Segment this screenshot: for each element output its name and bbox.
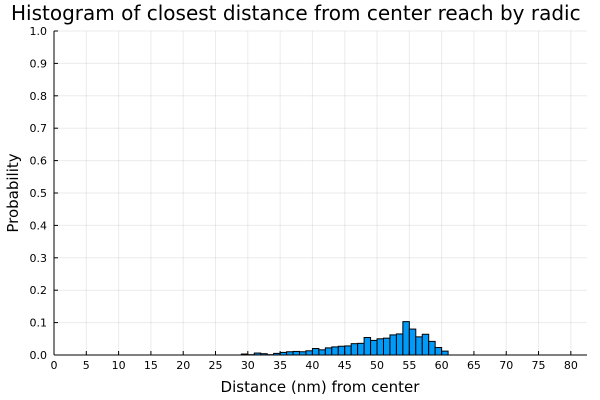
y-tick-label: 0.7 bbox=[30, 122, 48, 135]
histogram-bar bbox=[389, 334, 397, 356]
y-tick-label: 0.9 bbox=[30, 57, 48, 70]
histogram-bar bbox=[311, 348, 320, 356]
y-tick-label: 1.0 bbox=[30, 25, 48, 38]
histogram-bar bbox=[415, 336, 423, 356]
x-axis-title: Distance (nm) from center bbox=[221, 378, 421, 396]
histogram-bar bbox=[376, 338, 384, 356]
histogram-bar bbox=[331, 346, 339, 356]
histogram-bar bbox=[382, 337, 391, 356]
y-tick-label: 0.5 bbox=[30, 187, 48, 200]
y-tick-label: 0.0 bbox=[30, 349, 48, 362]
histogram-bar bbox=[421, 333, 430, 356]
x-axis-ticks: 0 5 10 15 20 25 30 35 40 45 50 55 60 65 70 75 80 bbox=[51, 351, 578, 372]
histogram-bar bbox=[428, 340, 436, 356]
y-axis-title: Probability bbox=[4, 153, 22, 232]
x-tick-label: 30 bbox=[241, 359, 255, 372]
x-tick-label: 80 bbox=[564, 359, 578, 372]
y-tick-label: 0.8 bbox=[30, 90, 48, 103]
y-tick-label: 0.6 bbox=[30, 155, 48, 168]
x-tick-label: 50 bbox=[370, 359, 384, 372]
x-tick-label: 0 bbox=[51, 359, 58, 372]
y-tick-label: 0.3 bbox=[30, 252, 48, 265]
histogram-bar bbox=[434, 347, 443, 356]
x-tick-label: 55 bbox=[402, 359, 416, 372]
x-tick-label: 45 bbox=[338, 359, 352, 372]
x-tick-label: 65 bbox=[467, 359, 481, 372]
histogram-bar bbox=[350, 343, 359, 356]
chart-title: Histogram of closest distance from cente… bbox=[11, 1, 581, 25]
histogram-bar bbox=[292, 350, 301, 356]
x-tick-label: 20 bbox=[176, 359, 190, 372]
y-tick-label: 0.1 bbox=[30, 317, 48, 330]
y-axis-ticks: 0.0 0.1 0.2 0.3 0.4 0.5 0.6 0.7 0.8 0.9 1.0 bbox=[30, 25, 58, 362]
histogram-bar bbox=[337, 345, 346, 356]
histogram-bar bbox=[344, 345, 352, 356]
histogram-bar bbox=[402, 321, 410, 356]
x-tick-label: 25 bbox=[209, 359, 223, 372]
histogram-bar bbox=[408, 328, 417, 356]
histogram-bar bbox=[363, 337, 372, 356]
y-tick-label: 0.2 bbox=[30, 284, 48, 297]
x-tick-label: 40 bbox=[305, 359, 319, 372]
x-tick-label: 35 bbox=[273, 359, 287, 372]
histogram-bar bbox=[324, 347, 333, 356]
histogram-bar bbox=[305, 350, 313, 356]
histogram-bar bbox=[395, 333, 404, 356]
histogram-bar bbox=[357, 342, 365, 356]
y-tick-label: 0.4 bbox=[30, 219, 48, 232]
x-tick-label: 15 bbox=[144, 359, 158, 372]
x-tick-label: 75 bbox=[532, 359, 546, 372]
x-tick-label: 60 bbox=[435, 359, 449, 372]
x-tick-label: 70 bbox=[499, 359, 513, 372]
x-tick-label: 5 bbox=[83, 359, 90, 372]
x-tick-label: 10 bbox=[112, 359, 126, 372]
histogram-bar bbox=[370, 339, 378, 356]
histogram-bar bbox=[441, 350, 449, 356]
histogram-bar bbox=[318, 349, 326, 356]
